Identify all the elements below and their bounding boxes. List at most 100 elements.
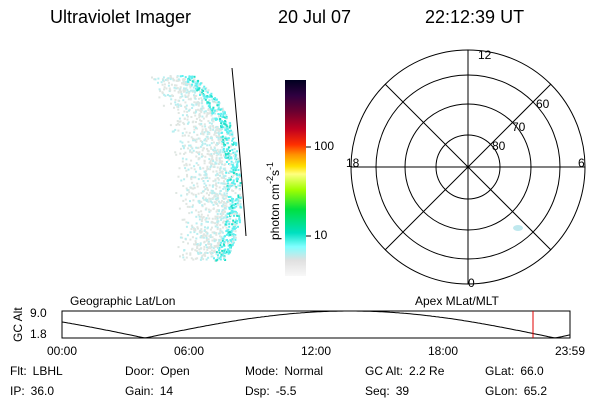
pixel [224, 248, 227, 251]
pixel [233, 214, 235, 217]
pixel [228, 241, 231, 244]
pixel [192, 204, 194, 207]
pixel [194, 139, 197, 142]
pixel [196, 232, 199, 235]
pixel [198, 201, 201, 204]
pixel [163, 88, 165, 91]
pixel [209, 129, 212, 132]
pixel [185, 187, 188, 190]
pixel [225, 220, 228, 223]
pixel [231, 189, 233, 192]
pixel [197, 102, 200, 105]
pixel [228, 134, 231, 137]
pixel [205, 192, 208, 195]
pixel [227, 146, 230, 149]
pixel [234, 157, 237, 160]
pixel [225, 153, 228, 156]
pixel [222, 237, 225, 240]
field-label: IP: [10, 384, 25, 398]
pixel [232, 229, 235, 232]
aurora-image [151, 75, 243, 262]
pixel [201, 190, 204, 193]
pixel [192, 184, 195, 187]
pixel [196, 133, 199, 136]
pixel [185, 252, 188, 255]
pixel [211, 184, 214, 187]
pixel [220, 139, 223, 142]
pixel [224, 224, 226, 227]
pixel [203, 233, 206, 236]
pixel [217, 128, 220, 131]
time-tick-label: 00:00 [47, 344, 77, 358]
pixel [231, 139, 234, 142]
pixel [202, 234, 205, 237]
pixel [215, 210, 218, 213]
pixel [200, 235, 203, 237]
pixel [227, 218, 229, 221]
pixel [177, 108, 180, 111]
pixel [231, 238, 234, 241]
pixel [230, 206, 233, 209]
pixel [216, 126, 219, 129]
pixel [169, 75, 172, 77]
lat-label: 70 [512, 120, 526, 134]
pixel [183, 78, 186, 81]
pixel [186, 189, 189, 192]
pixel [233, 143, 236, 145]
pixel [189, 86, 192, 89]
date: 20 Jul 07 [278, 7, 351, 27]
pixel [190, 77, 193, 80]
pixel [224, 116, 227, 119]
pixel [197, 164, 200, 166]
pixel [196, 182, 199, 185]
pixel [185, 169, 188, 172]
pixel [217, 105, 220, 108]
pixel [208, 132, 211, 135]
pixel [193, 168, 196, 171]
pixel [202, 94, 205, 97]
pixel [235, 205, 238, 208]
pixel [160, 81, 163, 84]
pixel [195, 215, 198, 218]
pixel [233, 148, 236, 150]
pixel [189, 78, 192, 81]
pixel [223, 255, 226, 258]
pixel [194, 90, 197, 93]
pixel [188, 75, 191, 78]
pixel [203, 186, 206, 188]
pixel [232, 219, 235, 222]
pixel [222, 221, 224, 224]
pixel [186, 110, 189, 113]
pixel [237, 196, 240, 199]
pixel [217, 256, 219, 259]
pixel [220, 253, 223, 256]
pixel [229, 178, 232, 181]
pixel [210, 189, 213, 192]
pixel [176, 105, 179, 108]
pixel [234, 203, 237, 205]
pixel [208, 177, 211, 180]
pixel [191, 181, 194, 184]
pixel [205, 200, 208, 202]
pixel [219, 149, 222, 152]
pixel [230, 133, 233, 136]
pixel [199, 119, 201, 122]
pixel [194, 193, 197, 196]
pixel [200, 153, 203, 156]
pixel [222, 126, 225, 129]
pixel [209, 191, 212, 194]
pixel [230, 199, 233, 202]
pixel [210, 92, 213, 95]
pixel [198, 230, 201, 233]
pixel [202, 177, 205, 179]
pixel [200, 252, 203, 254]
pixel [186, 115, 189, 118]
pixel [219, 224, 222, 226]
pixel [194, 84, 197, 87]
pixel [228, 177, 231, 179]
pixel [231, 244, 234, 247]
pixel [207, 150, 210, 152]
pixel [217, 108, 220, 111]
pixel [195, 237, 198, 240]
pixel [209, 127, 212, 130]
